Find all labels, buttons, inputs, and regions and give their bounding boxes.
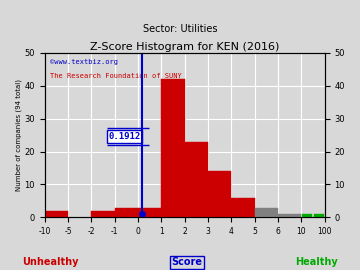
Text: 0.1912: 0.1912	[108, 132, 140, 141]
Bar	[114, 208, 138, 217]
Bar	[185, 142, 208, 217]
Y-axis label: Number of companies (94 total): Number of companies (94 total)	[15, 79, 22, 191]
Bar	[231, 198, 255, 217]
Bar	[91, 211, 114, 217]
Bar	[45, 211, 68, 217]
Bar	[302, 214, 312, 217]
Title: Z-Score Histogram for KEN (2016): Z-Score Histogram for KEN (2016)	[90, 42, 279, 52]
Text: ©www.textbiz.org: ©www.textbiz.org	[50, 59, 118, 65]
Bar	[138, 208, 161, 217]
Bar	[208, 171, 231, 217]
Bar	[314, 214, 324, 217]
Text: Healthy: Healthy	[296, 257, 338, 267]
Bar	[278, 214, 301, 217]
Bar	[255, 208, 278, 217]
Text: Sector: Utilities: Sector: Utilities	[143, 24, 217, 34]
Text: Unhealthy: Unhealthy	[22, 257, 78, 267]
Text: The Research Foundation of SUNY: The Research Foundation of SUNY	[50, 73, 182, 79]
Bar	[161, 79, 185, 217]
Text: Score: Score	[172, 257, 203, 267]
